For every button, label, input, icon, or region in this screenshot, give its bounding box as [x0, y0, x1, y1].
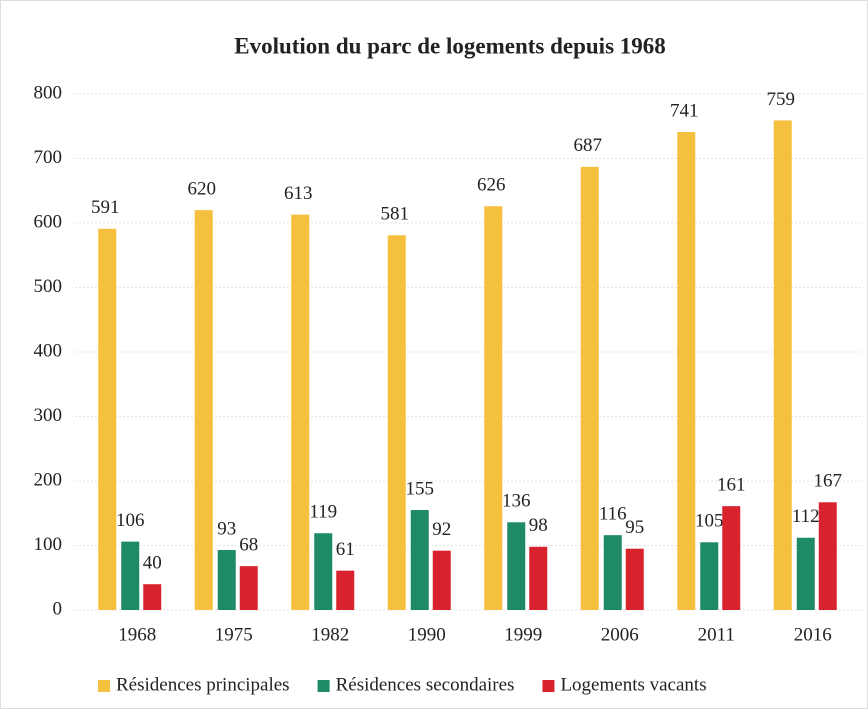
- bar: [387, 235, 406, 610]
- legend-label: Logements vacants: [560, 674, 706, 695]
- y-tick-label: 400: [34, 340, 63, 361]
- data-label: 68: [239, 534, 258, 555]
- data-label: 687: [574, 135, 603, 156]
- data-label: 61: [336, 539, 355, 560]
- y-tick-label: 600: [34, 211, 63, 232]
- y-tick-label: 800: [34, 82, 63, 103]
- y-tick-label: 100: [34, 534, 63, 555]
- bar: [194, 210, 213, 610]
- bar: [217, 550, 236, 610]
- y-tick-label: 500: [34, 276, 63, 297]
- x-tick-label: 2011: [698, 624, 735, 645]
- legend-swatch: [542, 680, 555, 692]
- data-label: 92: [432, 519, 451, 540]
- bar: [336, 570, 355, 610]
- data-label: 167: [814, 471, 843, 492]
- bar: [121, 541, 140, 610]
- bar: [773, 120, 792, 610]
- x-tick-label: 1975: [215, 624, 253, 645]
- data-label: 581: [381, 204, 410, 225]
- x-tick-label: 2006: [601, 624, 639, 645]
- bar: [410, 510, 429, 610]
- x-tick-label: 1982: [311, 624, 349, 645]
- data-label: 759: [767, 89, 796, 110]
- data-label: 591: [91, 197, 120, 218]
- y-tick-label: 200: [34, 469, 63, 490]
- x-tick-label: 1968: [118, 624, 156, 645]
- bar: [291, 214, 310, 611]
- bar: [796, 537, 815, 610]
- data-label: 161: [717, 475, 746, 496]
- bar: [314, 533, 333, 610]
- y-tick-label: 700: [34, 147, 63, 168]
- bar: [484, 206, 503, 611]
- data-label: 98: [529, 515, 548, 536]
- data-label: 741: [670, 100, 699, 121]
- chart-title: Evolution du parc de logements depuis 19…: [234, 33, 666, 58]
- data-label: 155: [406, 478, 435, 499]
- bar: [818, 502, 837, 610]
- data-label: 116: [599, 504, 627, 525]
- bar: [239, 566, 258, 610]
- bar: [677, 132, 696, 610]
- legend-label: Résidences secondaires: [336, 674, 515, 695]
- bar: [580, 166, 599, 610]
- bar: [98, 228, 117, 610]
- bar: [603, 535, 622, 610]
- data-label: 95: [625, 517, 644, 538]
- bar: [507, 522, 526, 610]
- x-tick-label: 1999: [504, 624, 542, 645]
- data-label: 106: [116, 510, 145, 531]
- data-label: 105: [695, 511, 724, 532]
- data-label: 136: [502, 491, 531, 512]
- y-tick-label: 0: [53, 598, 63, 619]
- bar: [529, 546, 548, 610]
- legend-swatch: [317, 680, 330, 692]
- data-label: 119: [309, 502, 337, 523]
- legend-label: Résidences principales: [116, 674, 290, 695]
- data-label: 613: [284, 183, 313, 204]
- legend-swatch: [98, 680, 110, 692]
- data-label: 40: [143, 553, 162, 574]
- bar: [722, 506, 741, 610]
- x-tick-label: 2016: [794, 624, 832, 645]
- data-label: 93: [217, 518, 236, 539]
- bar: [700, 542, 719, 610]
- bar: [625, 548, 644, 610]
- x-tick-label: 1990: [408, 624, 446, 645]
- y-tick-label: 300: [34, 405, 63, 426]
- data-label: 626: [477, 175, 506, 196]
- bar: [432, 550, 451, 610]
- bar: [143, 584, 162, 610]
- data-label: 620: [188, 178, 217, 199]
- data-label: 112: [792, 506, 820, 527]
